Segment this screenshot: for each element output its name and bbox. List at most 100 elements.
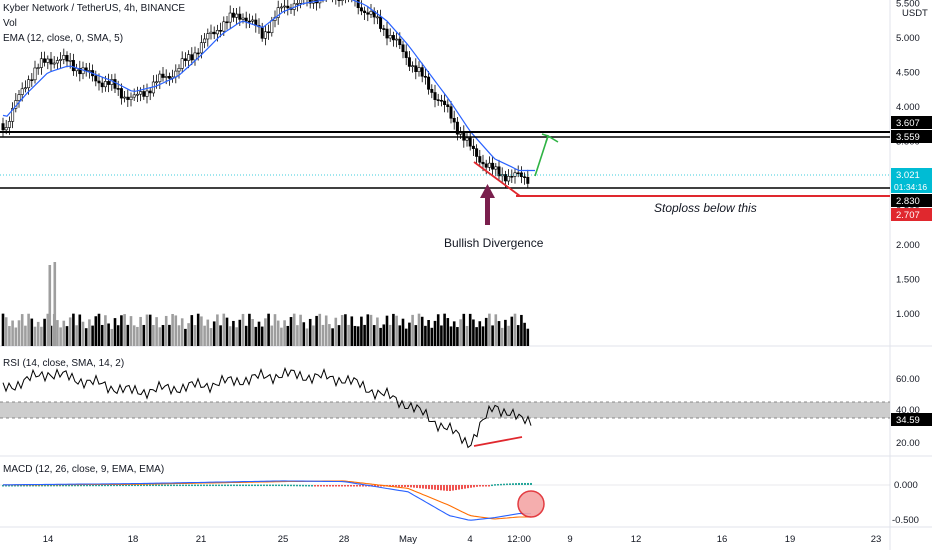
- macd-histogram-bar: [200, 484, 202, 487]
- candle-body: [436, 99, 440, 101]
- candle-body: [388, 35, 392, 39]
- macd-histogram-bar: [233, 484, 235, 487]
- ema-label: EMA (12, close, 0, SMA, 5): [3, 33, 124, 44]
- volume-bar: [33, 326, 37, 346]
- volume-label: Vol: [3, 18, 17, 29]
- macd-histogram-bar: [404, 485, 406, 487]
- macd-histogram-bar: [20, 484, 22, 487]
- volume-bar: [81, 321, 85, 346]
- candle-body: [17, 94, 21, 101]
- price-axis-label: 5.000: [896, 33, 920, 44]
- candle-body: [103, 81, 107, 88]
- macd-histogram-bar: [98, 484, 100, 487]
- rsi-axis-20: 20.00: [896, 438, 920, 449]
- candle-body: [308, 0, 312, 4]
- candle-body: [7, 121, 11, 128]
- candle-body: [177, 68, 181, 72]
- volume-bar: [254, 326, 258, 346]
- macd-histogram-bar: [449, 485, 451, 492]
- candle-body: [46, 58, 50, 63]
- badge-stoploss-text: 2.707: [896, 210, 920, 221]
- candle-body: [78, 67, 82, 75]
- macd-histogram-bar: [491, 484, 493, 487]
- volume-bar: [494, 314, 498, 346]
- volume-bar: [20, 314, 24, 346]
- candle-body: [276, 7, 280, 18]
- time-axis-label: 4: [467, 534, 472, 545]
- volume-bar: [360, 316, 363, 346]
- volume-bar: [104, 315, 107, 346]
- volume-bar: [46, 313, 50, 346]
- macd-histogram-bar: [485, 485, 487, 487]
- macd-histogram-bar: [5, 484, 7, 487]
- volume-bar: [235, 327, 238, 346]
- macd-histogram-bar: [347, 485, 349, 487]
- macd-histogram-bar: [41, 484, 43, 487]
- bullish-divergence-annotation: Bullish Divergence: [444, 236, 544, 250]
- macd-histogram-bar: [146, 484, 148, 487]
- candle-body: [340, 0, 344, 1]
- badge-support-text: 2.830: [896, 196, 920, 207]
- candle-body: [52, 62, 56, 65]
- macd-histogram-bar: [104, 484, 106, 487]
- volume-bar: [340, 315, 344, 346]
- candle-body: [215, 30, 219, 35]
- macd-histogram-bar: [398, 485, 400, 487]
- volume-bar: [4, 317, 8, 346]
- candle-body: [471, 145, 475, 149]
- macd-histogram-bar: [293, 484, 295, 487]
- macd-histogram-bar: [29, 484, 31, 487]
- volume-bar: [462, 313, 466, 346]
- macd-histogram-bar: [320, 485, 322, 487]
- volume-bar: [408, 322, 411, 346]
- macd-histogram-bar: [191, 484, 193, 487]
- volume-bar: [171, 314, 174, 346]
- macd-histogram-bar: [236, 484, 238, 487]
- volume-bar: [36, 321, 40, 346]
- volume-bar: [257, 321, 261, 346]
- macd-histogram-bar: [500, 483, 502, 486]
- volume-bar: [500, 327, 504, 346]
- candle-body: [247, 20, 251, 23]
- macd-histogram-bar: [209, 484, 211, 487]
- macd-histogram-bar: [413, 485, 415, 488]
- macd-histogram-bar: [185, 484, 187, 487]
- volume-bar: [94, 316, 98, 346]
- volume-bar: [328, 324, 331, 346]
- macd-histogram-bar: [11, 484, 13, 487]
- macd-histogram-bar: [2, 484, 4, 487]
- candle-body: [219, 30, 223, 32]
- volume-bar: [248, 313, 251, 346]
- candle-body: [139, 91, 143, 95]
- candle-body: [203, 38, 207, 43]
- macd-histogram-bar: [437, 485, 439, 491]
- volume-bar: [417, 313, 421, 346]
- macd-histogram-bar: [299, 484, 301, 487]
- macd-histogram-bar: [17, 484, 19, 487]
- badge-current-price: [891, 168, 932, 193]
- candle-body: [481, 161, 485, 165]
- macd-histogram-bar: [446, 485, 448, 491]
- volume-bar: [379, 327, 382, 346]
- macd-histogram-bar: [95, 484, 97, 487]
- macd-histogram-bar: [440, 485, 442, 491]
- candle-body: [497, 166, 501, 177]
- candle-body: [267, 31, 271, 34]
- price-axis-label: 4.000: [896, 102, 920, 113]
- macd-histogram-bar: [410, 485, 412, 488]
- candle-body: [359, 7, 363, 12]
- volume-bar: [478, 321, 482, 346]
- volume-bar: [206, 319, 210, 346]
- macd-axis-0: 0.000: [894, 480, 918, 491]
- macd-histogram-bar: [287, 484, 289, 487]
- volume-bar: [216, 314, 219, 346]
- macd-histogram-bar: [284, 484, 286, 487]
- candle-body: [299, 0, 303, 4]
- macd-histogram-bar: [494, 484, 496, 486]
- macd-histogram-bar: [188, 484, 190, 487]
- candle-body: [123, 96, 127, 99]
- macd-histogram-bar: [329, 485, 331, 487]
- candle-body: [523, 176, 527, 178]
- macd-histogram-bar: [263, 484, 265, 487]
- candle-body: [30, 79, 34, 81]
